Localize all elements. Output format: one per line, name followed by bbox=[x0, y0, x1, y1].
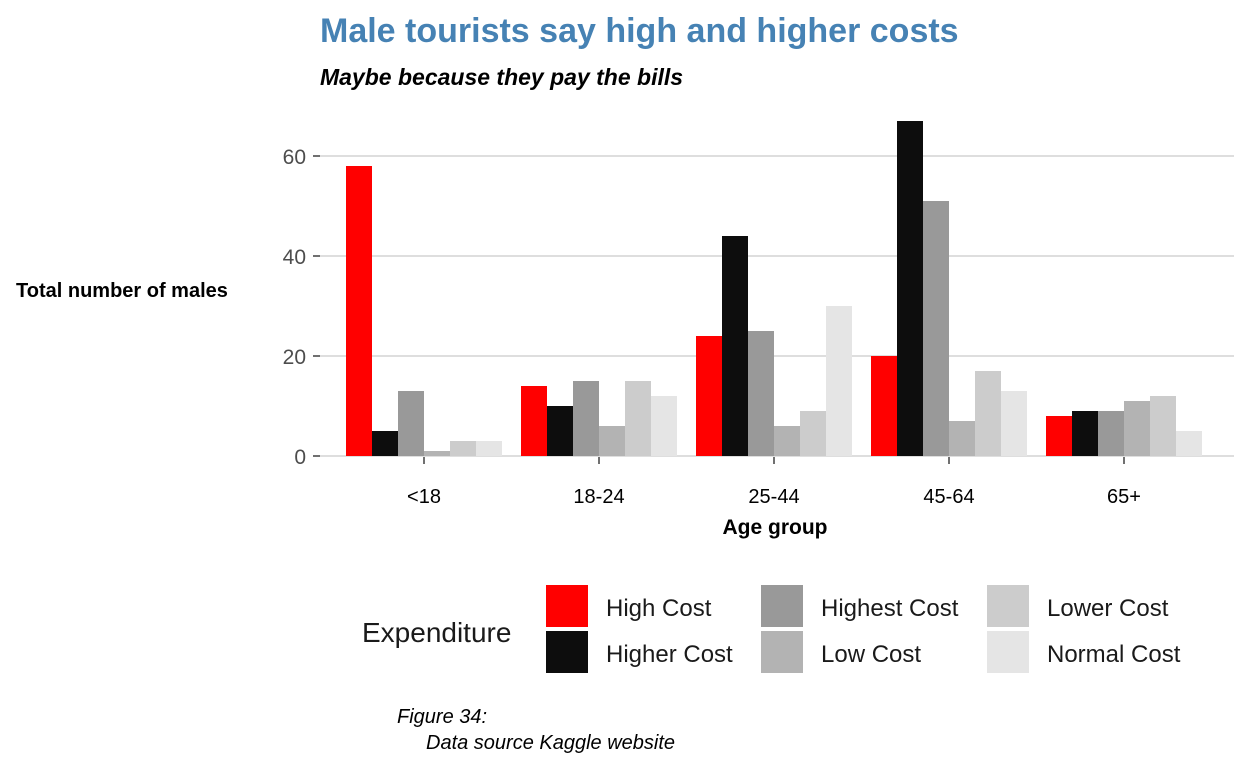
bar-higher-cost-4 bbox=[1072, 411, 1098, 456]
legend-key-low-cost bbox=[761, 631, 803, 673]
bar-lower-cost-4 bbox=[1150, 396, 1176, 456]
legend: Expenditure High Cost Higher Cost Highest … bbox=[362, 585, 1181, 673]
y-tick-label: 0 bbox=[294, 446, 306, 469]
legend-label-highest-cost: Highest Cost bbox=[821, 595, 959, 622]
legend-key-higher-cost bbox=[546, 631, 588, 673]
x-tick-label: 65+ bbox=[1107, 486, 1141, 508]
bar-normal-cost-2 bbox=[826, 306, 852, 456]
bar-highest-cost-0 bbox=[398, 391, 424, 456]
bar-lower-cost-2 bbox=[800, 411, 826, 456]
caption-line-2: Data source Kaggle website bbox=[426, 732, 675, 754]
legend-label-higher-cost: Higher Cost bbox=[606, 641, 733, 668]
legend-label-lower-cost: Lower Cost bbox=[1047, 595, 1169, 622]
legend-key-highest-cost bbox=[761, 585, 803, 627]
bar-low-cost-0 bbox=[424, 451, 450, 456]
bar-lower-cost-1 bbox=[625, 381, 651, 456]
bar-low-cost-1 bbox=[599, 426, 625, 456]
chart-title: Male tourists say high and higher costs bbox=[320, 12, 959, 50]
bar-low-cost-3 bbox=[949, 421, 975, 456]
x-tick-label: <18 bbox=[407, 486, 441, 508]
bar-high-cost-3 bbox=[871, 356, 897, 456]
bar-higher-cost-0 bbox=[372, 431, 398, 456]
x-tick-label: 25-44 bbox=[748, 486, 799, 508]
x-tick-label: 18-24 bbox=[573, 486, 624, 508]
legend-label-high-cost: High Cost bbox=[606, 595, 712, 622]
bar-higher-cost-1 bbox=[547, 406, 573, 456]
chart-subtitle: Maybe because they pay the bills bbox=[320, 64, 683, 90]
bar-normal-cost-4 bbox=[1176, 431, 1202, 456]
legend-label-normal-cost: Normal Cost bbox=[1047, 641, 1181, 668]
bar-high-cost-0 bbox=[346, 166, 372, 456]
y-axis-ticks: 0 20 40 60 bbox=[283, 146, 320, 469]
bar-normal-cost-1 bbox=[651, 396, 677, 456]
caption-line-1: Figure 34: bbox=[397, 706, 487, 728]
legend-key-lower-cost bbox=[987, 585, 1029, 627]
x-tick-label: 45-64 bbox=[923, 486, 974, 508]
bar-highest-cost-3 bbox=[923, 201, 949, 456]
legend-label-low-cost: Low Cost bbox=[821, 641, 921, 668]
bar-highest-cost-4 bbox=[1098, 411, 1124, 456]
bar-low-cost-4 bbox=[1124, 401, 1150, 456]
y-tick-label: 20 bbox=[283, 346, 306, 369]
bar-lower-cost-0 bbox=[450, 441, 476, 456]
bar-higher-cost-3 bbox=[897, 121, 923, 456]
x-axis-title: Age group bbox=[723, 516, 828, 539]
bar-high-cost-2 bbox=[696, 336, 722, 456]
y-tick-label: 40 bbox=[283, 246, 306, 269]
bar-high-cost-4 bbox=[1046, 416, 1072, 456]
bar-highest-cost-2 bbox=[748, 331, 774, 456]
legend-key-normal-cost bbox=[987, 631, 1029, 673]
legend-key-high-cost bbox=[546, 585, 588, 627]
bar-highest-cost-1 bbox=[573, 381, 599, 456]
bar-normal-cost-3 bbox=[1001, 391, 1027, 456]
legend-title: Expenditure bbox=[362, 617, 511, 648]
bar-high-cost-1 bbox=[521, 386, 547, 456]
bars bbox=[346, 121, 1202, 456]
bar-higher-cost-2 bbox=[722, 236, 748, 456]
y-axis-title: Total number of males bbox=[16, 280, 228, 302]
y-tick-label: 60 bbox=[283, 146, 306, 169]
bar-lower-cost-3 bbox=[975, 371, 1001, 456]
x-axis-ticks: <18 18-24 25-44 45-64 65+ bbox=[407, 457, 1141, 508]
bar-normal-cost-0 bbox=[476, 441, 502, 456]
bar-low-cost-2 bbox=[774, 426, 800, 456]
